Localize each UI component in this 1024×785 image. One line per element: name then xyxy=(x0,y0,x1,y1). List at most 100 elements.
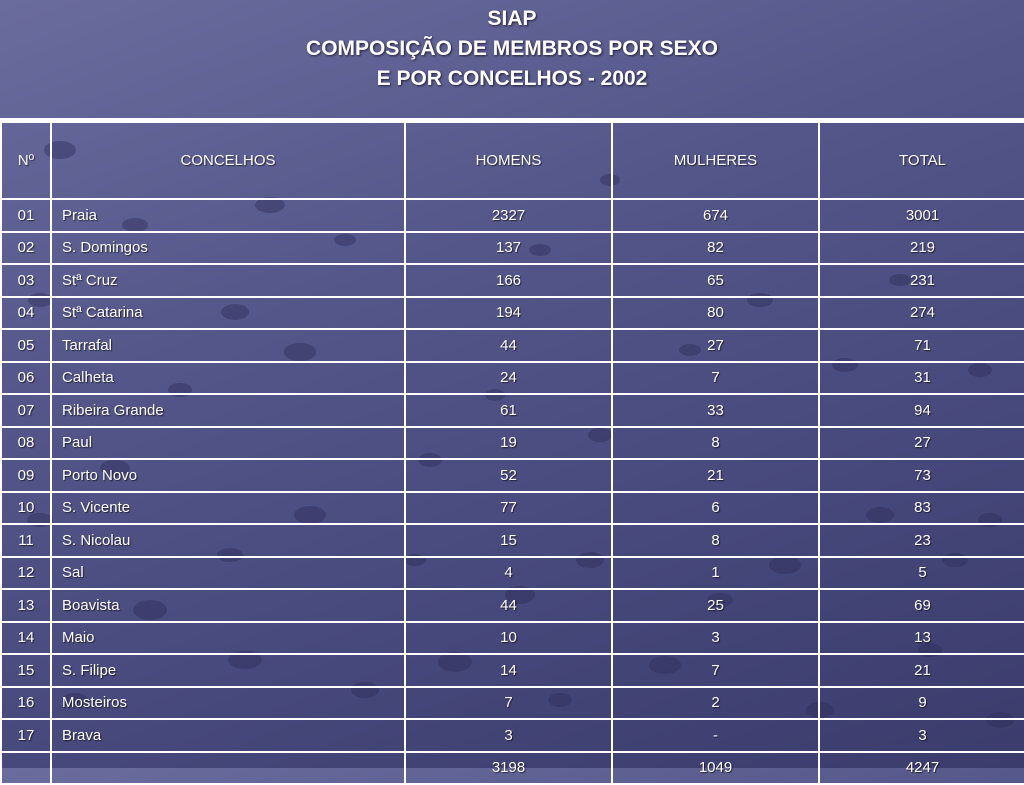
cell-num: 07 xyxy=(0,393,52,428)
cell-mulheres: 7 xyxy=(611,360,820,395)
table-row: 01 Praia 2327 674 3001 xyxy=(0,198,1024,233)
cell-homens: 166 xyxy=(404,263,613,298)
cell-homens: 2327 xyxy=(404,198,613,233)
table-row: 11 S. Nicolau 15 8 23 xyxy=(0,523,1024,558)
cell-homens: 10 xyxy=(404,620,613,655)
cell-concelho: Ribeira Grande xyxy=(50,393,406,428)
table-header-row: Nº CONCELHOS HOMENS MULHERES TOTAL xyxy=(0,121,1024,200)
cell-concelho: Paul xyxy=(50,425,406,460)
cell-concelho: Boavista xyxy=(50,588,406,623)
members-table: Nº CONCELHOS HOMENS MULHERES TOTAL 01 Pra… xyxy=(0,121,1024,785)
cell-concelho: S. Filipe xyxy=(50,653,406,688)
cell-total: 231 xyxy=(818,263,1024,298)
table-row: 15 S. Filipe 14 7 21 xyxy=(0,653,1024,688)
cell-homens: 52 xyxy=(404,458,613,493)
cell-mulheres: 33 xyxy=(611,393,820,428)
header-homens: HOMENS xyxy=(404,121,613,200)
cell-homens: 137 xyxy=(404,230,613,265)
cell-total: 73 xyxy=(818,458,1024,493)
table-row: 14 Maio 10 3 13 xyxy=(0,620,1024,655)
cell-total: 31 xyxy=(818,360,1024,395)
cell-homens: 3 xyxy=(404,718,613,753)
cell-concelho: Stª Cruz xyxy=(50,263,406,298)
cell-concelho: S. Nicolau xyxy=(50,523,406,558)
cell-num: 09 xyxy=(0,458,52,493)
cell-mulheres: 27 xyxy=(611,328,820,363)
cell-mulheres: 8 xyxy=(611,523,820,558)
header-total: TOTAL xyxy=(818,121,1024,200)
cell-mulheres: 3 xyxy=(611,620,820,655)
cell-homens: 24 xyxy=(404,360,613,395)
cell-mulheres: 1 xyxy=(611,555,820,590)
cell-num: 14 xyxy=(0,620,52,655)
cell-total: 71 xyxy=(818,328,1024,363)
cell-concelho: Praia xyxy=(50,198,406,233)
cell-total: 83 xyxy=(818,490,1024,525)
cell-concelho: Brava xyxy=(50,718,406,753)
table-row: 08 Paul 19 8 27 xyxy=(0,425,1024,460)
cell-homens: 15 xyxy=(404,523,613,558)
cell-total: 69 xyxy=(818,588,1024,623)
cell-mulheres: 674 xyxy=(611,198,820,233)
cell-homens: 19 xyxy=(404,425,613,460)
cell-num: 10 xyxy=(0,490,52,525)
cell-num: 06 xyxy=(0,360,52,395)
cell-concelho: S. Domingos xyxy=(50,230,406,265)
table-row: 13 Boavista 44 25 69 xyxy=(0,588,1024,623)
title-line-2: COMPOSIÇÃO DE MEMBROS POR SEXO xyxy=(306,37,718,60)
cell-concelho: Mosteiros xyxy=(50,685,406,720)
cell-mulheres: 2 xyxy=(611,685,820,720)
header-mulheres: MULHERES xyxy=(611,121,820,200)
cell-num: 11 xyxy=(0,523,52,558)
cell-homens: 77 xyxy=(404,490,613,525)
cell-total: 3 xyxy=(818,718,1024,753)
cell-num: 04 xyxy=(0,295,52,330)
table-row: 09 Porto Novo 52 21 73 xyxy=(0,458,1024,493)
cell-mulheres: 25 xyxy=(611,588,820,623)
cell-mulheres: 80 xyxy=(611,295,820,330)
cell-num: 01 xyxy=(0,198,52,233)
cell-mulheres: 21 xyxy=(611,458,820,493)
cell-total: 23 xyxy=(818,523,1024,558)
table-row: 10 S. Vicente 77 6 83 xyxy=(0,490,1024,525)
cell-num: 02 xyxy=(0,230,52,265)
cell-concelho: Porto Novo xyxy=(50,458,406,493)
cell-mulheres: 8 xyxy=(611,425,820,460)
title-line-1: SIAP xyxy=(487,7,537,30)
cell-homens: 44 xyxy=(404,328,613,363)
cell-concelho: Tarrafal xyxy=(50,328,406,363)
header-concelhos: CONCELHOS xyxy=(50,121,406,200)
title-divider xyxy=(0,118,1024,121)
cell-num: 12 xyxy=(0,555,52,590)
table-row: 07 Ribeira Grande 61 33 94 xyxy=(0,393,1024,428)
table-row: 16 Mosteiros 7 2 9 xyxy=(0,685,1024,720)
table-row: 12 Sal 4 1 5 xyxy=(0,555,1024,590)
cell-homens: 44 xyxy=(404,588,613,623)
table-row: 02 S. Domingos 137 82 219 xyxy=(0,230,1024,265)
cell-homens: 194 xyxy=(404,295,613,330)
table-row: 04 Stª Catarina 194 80 274 xyxy=(0,295,1024,330)
cell-num: 16 xyxy=(0,685,52,720)
cell-homens: 14 xyxy=(404,653,613,688)
cell-concelho: Stª Catarina xyxy=(50,295,406,330)
cell-homens: 4 xyxy=(404,555,613,590)
cell-concelho: Maio xyxy=(50,620,406,655)
cell-num: 03 xyxy=(0,263,52,298)
cell-num: 17 xyxy=(0,718,52,753)
cell-num: 15 xyxy=(0,653,52,688)
title-line-3: E POR CONCELHOS - 2002 xyxy=(376,67,648,90)
cell-total: 94 xyxy=(818,393,1024,428)
cell-num: 08 xyxy=(0,425,52,460)
cell-num: 05 xyxy=(0,328,52,363)
cell-total: 3001 xyxy=(818,198,1024,233)
cell-mulheres: 65 xyxy=(611,263,820,298)
table-row: 06 Calheta 24 7 31 xyxy=(0,360,1024,395)
cell-num: 13 xyxy=(0,588,52,623)
header-num: Nº xyxy=(0,121,52,200)
slide-title: SIAP COMPOSIÇÃO DE MEMBROS POR SEXO E PO… xyxy=(0,4,1024,94)
cell-total: 9 xyxy=(818,685,1024,720)
table-row: 05 Tarrafal 44 27 71 xyxy=(0,328,1024,363)
cell-total: 5 xyxy=(818,555,1024,590)
cell-concelho: Sal xyxy=(50,555,406,590)
cell-concelho: S. Vicente xyxy=(50,490,406,525)
